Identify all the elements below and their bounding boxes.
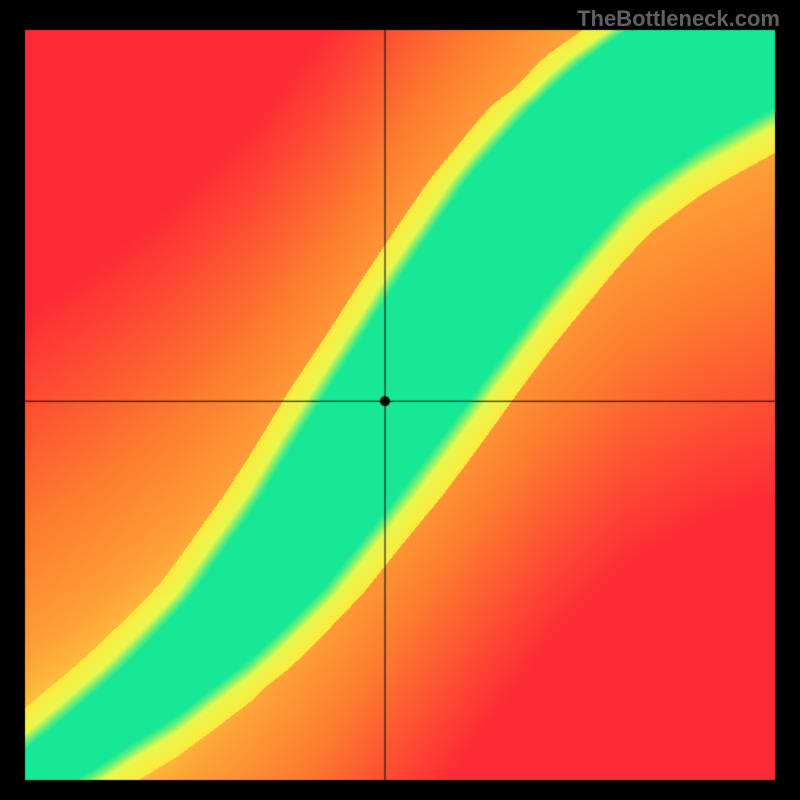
bottleneck-heatmap bbox=[0, 0, 800, 800]
chart-container: TheBottleneck.com bbox=[0, 0, 800, 800]
watermark-label: TheBottleneck.com bbox=[577, 6, 780, 32]
